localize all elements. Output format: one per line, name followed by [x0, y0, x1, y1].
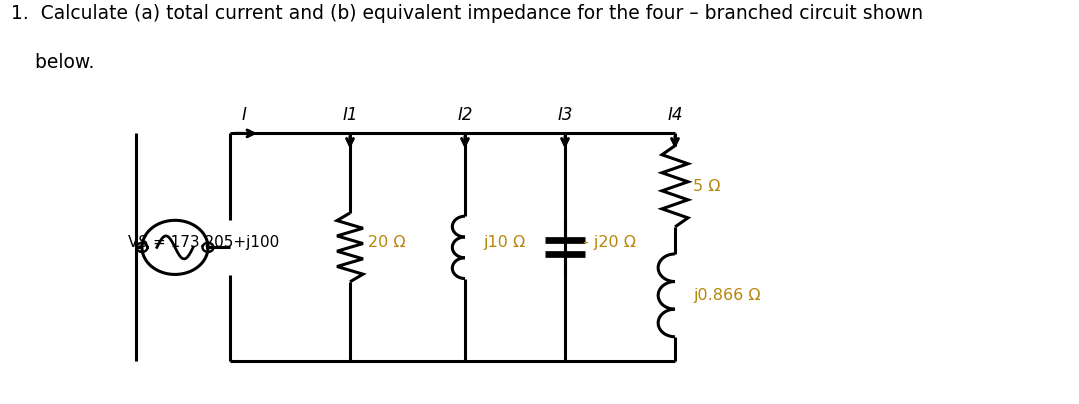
Text: 20 Ω: 20 Ω [368, 235, 406, 250]
Text: I1: I1 [342, 105, 358, 124]
Text: I3: I3 [557, 105, 573, 124]
Text: I: I [242, 105, 246, 124]
Text: below.: below. [11, 53, 94, 72]
Text: I4: I4 [667, 105, 683, 124]
Text: 1.  Calculate (a) total current and (b) equivalent impedance for the four – bran: 1. Calculate (a) total current and (b) e… [11, 4, 923, 23]
Text: j0.866 Ω: j0.866 Ω [693, 288, 761, 303]
Text: - j20 Ω: - j20 Ω [583, 235, 636, 250]
Text: I2: I2 [457, 105, 473, 124]
Text: 5 Ω: 5 Ω [693, 179, 721, 194]
Text: j10 Ω: j10 Ω [483, 235, 525, 250]
Text: VS = 173.205+j100: VS = 173.205+j100 [128, 235, 279, 250]
